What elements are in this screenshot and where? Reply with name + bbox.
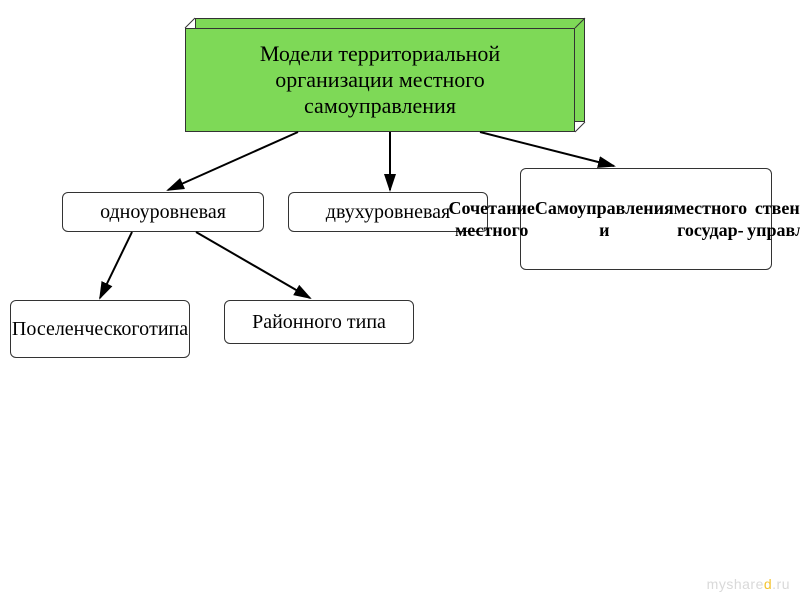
edge-arrow: [196, 232, 310, 298]
node-n3: Сочетание местногоСамоуправления иместно…: [520, 168, 772, 270]
node-n1: одноуровневая: [62, 192, 264, 232]
title-text: Модели территориальнойорганизации местно…: [260, 41, 500, 119]
watermark: myshared.ru: [707, 576, 790, 592]
edge-arrow: [168, 132, 298, 190]
watermark-accent: d: [764, 576, 772, 592]
watermark-suffix: .ru: [772, 576, 790, 592]
watermark-prefix: myshare: [707, 576, 764, 592]
edge-arrow: [480, 132, 614, 166]
node-n5: Районного типа: [224, 300, 414, 344]
title-box: Модели территориальнойорганизации местно…: [185, 28, 575, 132]
edge-arrow: [100, 232, 132, 298]
node-n4: Поселенческоготипа: [10, 300, 190, 358]
